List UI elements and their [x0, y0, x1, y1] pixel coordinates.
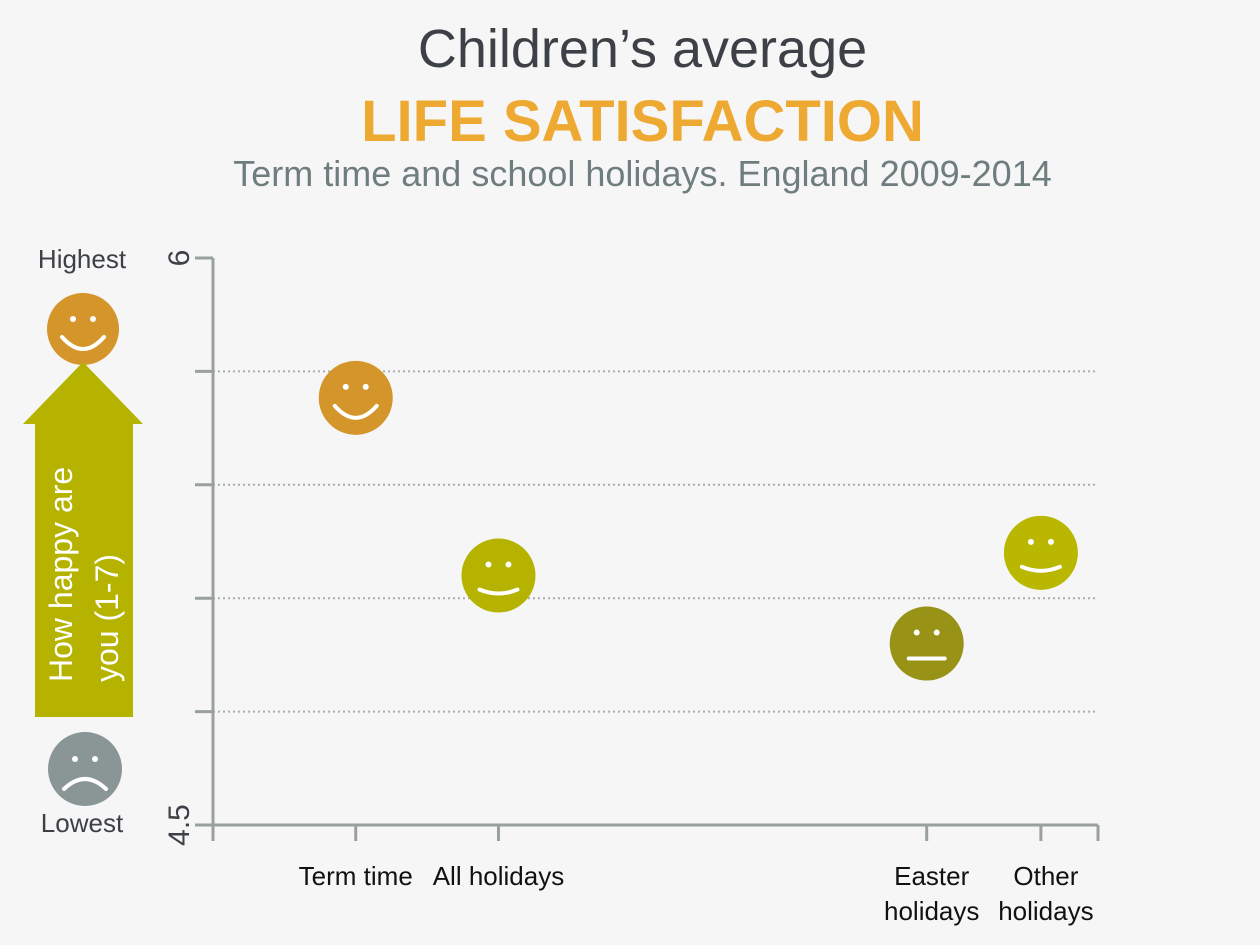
highest-label: Highest: [37, 244, 127, 274]
x-category-label: holidays: [998, 896, 1093, 926]
sad-face-eye-left: [72, 756, 78, 762]
face-eye-left: [342, 383, 349, 390]
face-eye-left: [485, 561, 492, 568]
x-category-label: Easter: [894, 861, 969, 891]
data-point-circle: [889, 606, 964, 681]
face-mouth: [477, 587, 520, 596]
face-eye-right: [933, 629, 940, 636]
data-point-circle: [318, 360, 393, 435]
happy-face-eye-right: [90, 316, 96, 322]
chart-subtitle: Term time and school holidays. England 2…: [233, 153, 1052, 194]
arrow-text-line1: How happy are: [43, 467, 79, 682]
arrow-shape: [23, 362, 143, 717]
data-point-face: [461, 538, 536, 613]
data-point-circle: [461, 538, 536, 613]
happy-face-mouth: [60, 335, 106, 351]
sad-face-icon: [48, 732, 122, 806]
x-category-label: Term time: [299, 861, 413, 891]
gridlines: [195, 369, 1098, 714]
data-point-face: [318, 360, 393, 435]
x-category-label: All holidays: [433, 861, 565, 891]
face-eye-left: [913, 629, 920, 636]
y-tick-label-bottom: 4.5: [163, 804, 196, 846]
axes: [195, 256, 1100, 841]
happiness-arrow: How happy are you (1-7): [23, 362, 143, 717]
x-category-label: Other: [1013, 861, 1078, 891]
face-mouth: [332, 403, 379, 420]
data-point-face: [1003, 515, 1078, 590]
sad-face-eye-right: [92, 756, 98, 762]
happy-face-circle: [47, 293, 119, 365]
data-points: [318, 360, 1078, 681]
data-point-face: [889, 606, 964, 681]
chart-title: Children’s average: [417, 19, 868, 79]
arrow-text-line2: you (1-7): [89, 554, 125, 682]
sad-face-circle: [48, 732, 122, 806]
y-tick-label-top: 6: [163, 250, 196, 267]
face-mouth: [1019, 564, 1062, 573]
happy-face-icon: [47, 293, 119, 365]
happy-face-eye-left: [70, 316, 76, 322]
face-eye-right: [362, 383, 369, 390]
x-category-label: holidays: [884, 896, 979, 926]
chart-title-highlight: LIFE SATISFACTION: [361, 89, 924, 154]
face-eye-right: [505, 561, 512, 568]
lowest-label: Lowest: [40, 808, 124, 838]
data-point-circle: [1003, 515, 1078, 590]
category-labels: Term time All holidays Easter holidays Other…: [299, 861, 1094, 926]
face-eye-left: [1027, 538, 1034, 545]
face-eye-right: [1047, 538, 1054, 545]
sad-face-mouth: [62, 777, 108, 791]
